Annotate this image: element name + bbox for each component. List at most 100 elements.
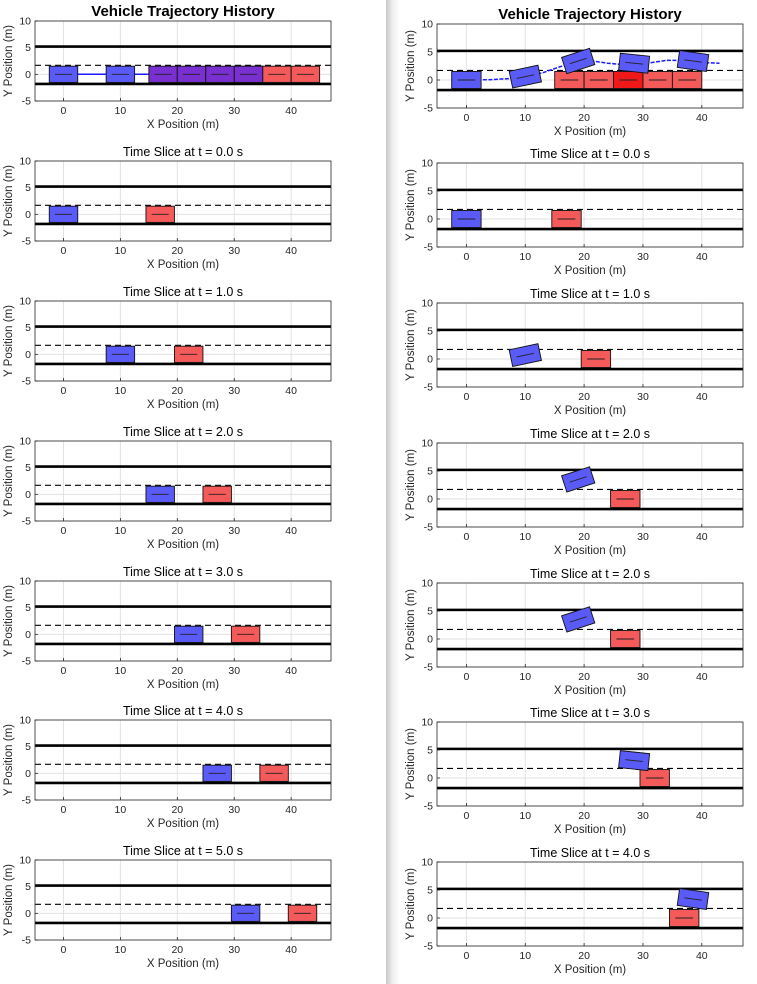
y-tick-label: 5 xyxy=(25,322,31,334)
x-tick-label: 0 xyxy=(464,251,470,263)
y-tick-label: 0 xyxy=(25,209,31,221)
x-tick-label: 30 xyxy=(637,251,649,263)
lead-vehicle xyxy=(174,345,204,363)
lead-vehicle xyxy=(580,350,612,368)
x-tick-label: 20 xyxy=(578,671,590,683)
ego-vehicle-heading-mark xyxy=(516,352,535,358)
axes-frame xyxy=(436,721,744,807)
ego-vehicle-heading-mark xyxy=(684,59,702,63)
subplot-11: Time Slice at t = 2.0 s 0 10 20 30 40 -5 0 5 10 X … xyxy=(405,427,744,557)
y-tick-label: 5 xyxy=(427,885,433,897)
subplot-title: Time Slice at t = 2.0 s xyxy=(123,425,243,439)
ego-vehicle xyxy=(145,485,175,503)
x-tick-label: 40 xyxy=(696,950,708,962)
ego-vehicle xyxy=(202,764,232,782)
ego-vehicle xyxy=(676,888,710,910)
x-tick-label: 40 xyxy=(696,251,708,263)
ego-vehicle-heading-mark xyxy=(516,74,535,79)
lead-vehicle xyxy=(202,485,232,503)
y-tick-label: 5 xyxy=(25,881,31,893)
subplot-title: Time Slice at t = 3.0 s xyxy=(530,706,650,720)
x-tick-label: 40 xyxy=(285,105,297,117)
subplot-1: Vehicle Trajectory History 0 10 20 30 40 -5 0 5 1… xyxy=(3,3,332,131)
y-tick-label: 0 xyxy=(427,214,433,226)
x-axis-label: X Position (m) xyxy=(554,265,626,277)
ego-vehicle xyxy=(618,52,651,74)
y-tick-label: 5 xyxy=(25,741,31,753)
ego-vehicle xyxy=(230,904,261,922)
ego-vehicle xyxy=(561,466,596,493)
x-tick-label: 0 xyxy=(61,385,67,397)
axes-frame xyxy=(34,300,332,382)
ego-vehicle xyxy=(561,47,596,75)
y-axis-label: Y Position (m) xyxy=(405,589,417,661)
ego-vehicle xyxy=(174,625,204,643)
subplot-title: Time Slice at t = 1.0 s xyxy=(530,287,650,301)
x-axis-label: X Position (m) xyxy=(147,119,219,131)
lead-vehicle xyxy=(259,764,289,782)
x-axis-label: X Position (m) xyxy=(554,405,626,417)
y-tick-label: -5 xyxy=(424,242,433,254)
x-axis-label: X Position (m) xyxy=(554,545,626,557)
y-tick-label: 5 xyxy=(427,606,433,618)
ego-vehicle-heading-mark xyxy=(684,897,702,901)
y-tick-label: 5 xyxy=(25,42,31,54)
x-tick-label: 40 xyxy=(285,665,297,677)
subplot-5: Time Slice at t = 3.0 s 0 10 20 30 40 -5 0 5 10 X … xyxy=(3,565,332,691)
y-tick-label: -5 xyxy=(22,236,31,248)
x-tick-label: 20 xyxy=(171,665,183,677)
y-axis-label: Y Position (m) xyxy=(3,25,15,97)
x-tick-label: 10 xyxy=(519,531,531,543)
y-tick-label: 10 xyxy=(19,156,31,168)
y-tick-label: 5 xyxy=(25,602,31,614)
subplot-title: Time Slice at t = 4.0 s xyxy=(530,846,650,860)
x-tick-label: 40 xyxy=(696,671,708,683)
y-tick-label: 10 xyxy=(19,855,31,867)
x-tick-label: 10 xyxy=(519,950,531,962)
y-tick-label: 10 xyxy=(421,438,433,450)
x-tick-label: 20 xyxy=(578,251,590,263)
plot-area xyxy=(35,581,331,661)
subplot-7: Time Slice at t = 5.0 s 0 10 20 30 40 -5 0 5 10 X … xyxy=(3,844,332,970)
plot-area xyxy=(35,161,331,241)
lead-vehicle xyxy=(613,71,644,89)
subplot-title: Vehicle Trajectory History xyxy=(498,6,682,23)
subplot-3: Time Slice at t = 1.0 s 0 10 20 30 40 -5 0 5 10 X … xyxy=(3,285,332,411)
lead-vehicle xyxy=(551,210,582,228)
x-axis-label: X Position (m) xyxy=(554,964,626,976)
x-tick-label: 30 xyxy=(637,810,649,822)
plot-area xyxy=(437,163,743,247)
y-tick-label: 10 xyxy=(421,158,433,170)
y-tick-label: 0 xyxy=(427,913,433,925)
y-tick-label: 5 xyxy=(25,182,31,194)
x-tick-label: 10 xyxy=(115,385,127,397)
axes-frame xyxy=(436,302,744,388)
x-tick-label: 30 xyxy=(228,804,240,816)
subplot-2: Time Slice at t = 0.0 s 0 10 20 30 40 -5 0 5 10 X … xyxy=(3,145,332,271)
axes-frame xyxy=(34,719,332,801)
x-axis-label: X Position (m) xyxy=(147,958,219,970)
x-tick-label: 10 xyxy=(519,391,531,403)
subplot-12: Time Slice at t = 2.0 s 0 10 20 30 40 -5 0 5 10 X … xyxy=(405,567,744,697)
lead-vehicle xyxy=(287,904,318,922)
y-tick-label: -5 xyxy=(22,656,31,668)
y-tick-label: 10 xyxy=(19,715,31,727)
y-tick-label: 0 xyxy=(427,634,433,646)
x-tick-label: 20 xyxy=(171,105,183,117)
x-tick-label: 0 xyxy=(61,525,67,537)
lead-vehicle xyxy=(639,769,670,787)
x-tick-label: 30 xyxy=(228,245,240,257)
x-tick-label: 20 xyxy=(578,391,590,403)
x-axis-label: X Position (m) xyxy=(554,685,626,697)
ego-vehicle-heading-mark xyxy=(569,57,587,65)
x-tick-label: 40 xyxy=(285,245,297,257)
ego-vehicle-heading-mark xyxy=(569,616,587,623)
y-tick-label: 5 xyxy=(427,186,433,198)
subplot-14: Time Slice at t = 4.0 s 0 10 20 30 40 -5 0 5 10 X … xyxy=(405,846,744,976)
y-axis-label: Y Position (m) xyxy=(3,585,15,657)
x-tick-label: 40 xyxy=(285,804,297,816)
plot-area xyxy=(437,722,743,806)
y-tick-label: 10 xyxy=(421,717,433,729)
plot-area xyxy=(35,860,331,940)
y-tick-label: 0 xyxy=(427,75,433,87)
